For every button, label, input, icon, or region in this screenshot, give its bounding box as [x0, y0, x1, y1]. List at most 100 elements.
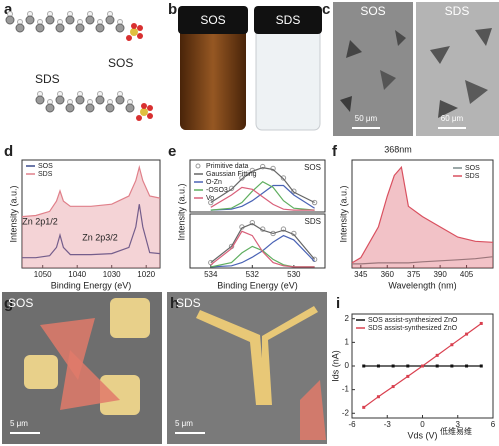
carbon-atom — [35, 23, 45, 33]
marker — [465, 332, 469, 336]
panel-label: a — [4, 1, 13, 18]
plot-frame — [189, 159, 326, 213]
area — [352, 167, 493, 268]
carbon-atom — [105, 103, 115, 113]
marker — [406, 364, 410, 368]
marker — [362, 405, 366, 409]
data-point — [259, 163, 266, 170]
annotation: Zn 2p1/2 — [22, 216, 58, 226]
y-axis-label: Intensity (a.u.) — [8, 185, 18, 242]
y-axis-label: Intensity (a.u.) — [338, 185, 348, 242]
sulfur-atom — [140, 108, 148, 116]
carbon-atom — [65, 15, 75, 25]
panel-label: h — [170, 295, 179, 312]
carbon-atom — [95, 23, 105, 33]
marker — [479, 321, 483, 325]
panel-c-sem — [333, 2, 499, 136]
legend-label: SDS — [465, 173, 480, 180]
data-point — [249, 219, 256, 226]
marker — [406, 374, 410, 378]
y-tick-label: 1 — [345, 337, 350, 346]
data-point — [228, 185, 235, 192]
data-point — [270, 230, 276, 237]
carbon-atom — [85, 103, 95, 113]
data-point — [280, 175, 287, 181]
chart-title: SOS — [304, 163, 321, 172]
y-axis-label: Ids (nA) — [330, 350, 340, 382]
panel-b-photo — [178, 6, 322, 131]
x-tick-label: 530 — [287, 270, 301, 279]
carbon-atom — [45, 103, 55, 113]
area — [22, 167, 160, 268]
y-tick-label: 2 — [345, 314, 350, 323]
carbon-atom — [115, 23, 125, 33]
sem-label: SDS — [445, 4, 470, 18]
legend-label: SOS — [465, 165, 480, 172]
x-tick-label: 532 — [246, 270, 260, 279]
y-axis-label: Intensity (a.u.) — [176, 183, 186, 240]
series-line — [22, 204, 161, 259]
cap-label: SOS — [200, 13, 225, 27]
image-label: SOS — [8, 296, 33, 310]
plot-frame — [21, 159, 161, 269]
x-axis-label: Vds (V) — [407, 430, 437, 440]
marker — [450, 343, 454, 347]
carbon-atom — [125, 103, 135, 113]
data-point — [208, 199, 214, 206]
x-tick-label: 1040 — [68, 270, 86, 279]
data-point — [311, 199, 318, 206]
x-axis-label: Binding Energy (eV) — [51, 280, 132, 290]
series-line — [352, 256, 494, 265]
molecule-label: SOS — [108, 56, 133, 70]
panel-label: g — [4, 295, 13, 312]
legend-label: Vo — [206, 195, 214, 202]
series-line — [210, 230, 315, 268]
carbon-atom — [105, 15, 115, 25]
scale-bar-label: 60 μm — [441, 114, 464, 123]
marker — [421, 364, 424, 368]
image-label: SDS — [176, 296, 201, 310]
carbon-atom — [75, 95, 85, 105]
carbon-atom — [45, 15, 55, 25]
sulfur-atom — [130, 28, 138, 36]
plot-frame — [189, 213, 326, 269]
x-tick-label: -6 — [348, 420, 356, 429]
panel-label: d — [4, 143, 13, 160]
carbon-atom — [55, 23, 65, 33]
carbon-atom — [75, 23, 85, 33]
oxygen-atom — [141, 103, 147, 109]
legend-label: SDS — [38, 171, 53, 178]
oxygen-atom — [137, 33, 143, 39]
marker — [450, 364, 454, 368]
series-line — [210, 166, 315, 204]
panel-label: b — [168, 1, 177, 18]
x-tick-label: 3 — [456, 420, 461, 429]
annotation: Zn 2p3/2 — [82, 232, 118, 242]
panel-label: f — [332, 143, 338, 160]
marker — [362, 364, 366, 368]
carbon-atom — [65, 103, 75, 113]
x-tick-label: 375 — [407, 270, 421, 279]
x-tick-label: 0 — [420, 420, 425, 429]
watermark: 低维易维 — [440, 426, 472, 436]
legend-label: SOS — [38, 163, 53, 170]
series-line — [210, 223, 316, 264]
chart-title: SDS — [305, 217, 321, 226]
series-line — [210, 180, 315, 211]
marker — [479, 364, 483, 368]
series-line — [210, 245, 315, 268]
x-axis-label: Binding Energy (eV) — [217, 280, 298, 290]
marker — [391, 385, 395, 389]
cap-label: SDS — [276, 13, 301, 27]
oxygen-atom — [126, 35, 132, 41]
legend-label: Gaussian Fitting — [206, 171, 257, 178]
scale-bar-label: 5 μm — [175, 419, 193, 428]
x-tick-label: 360 — [381, 270, 395, 279]
data-point — [280, 226, 287, 232]
oxygen-atom — [147, 113, 153, 119]
x-tick-label: 1050 — [34, 270, 52, 279]
marker — [435, 353, 439, 357]
x-axis-label: Wavelength (nm) — [388, 280, 456, 290]
oxygen-atom — [131, 23, 137, 29]
carbon-atom — [25, 15, 35, 25]
